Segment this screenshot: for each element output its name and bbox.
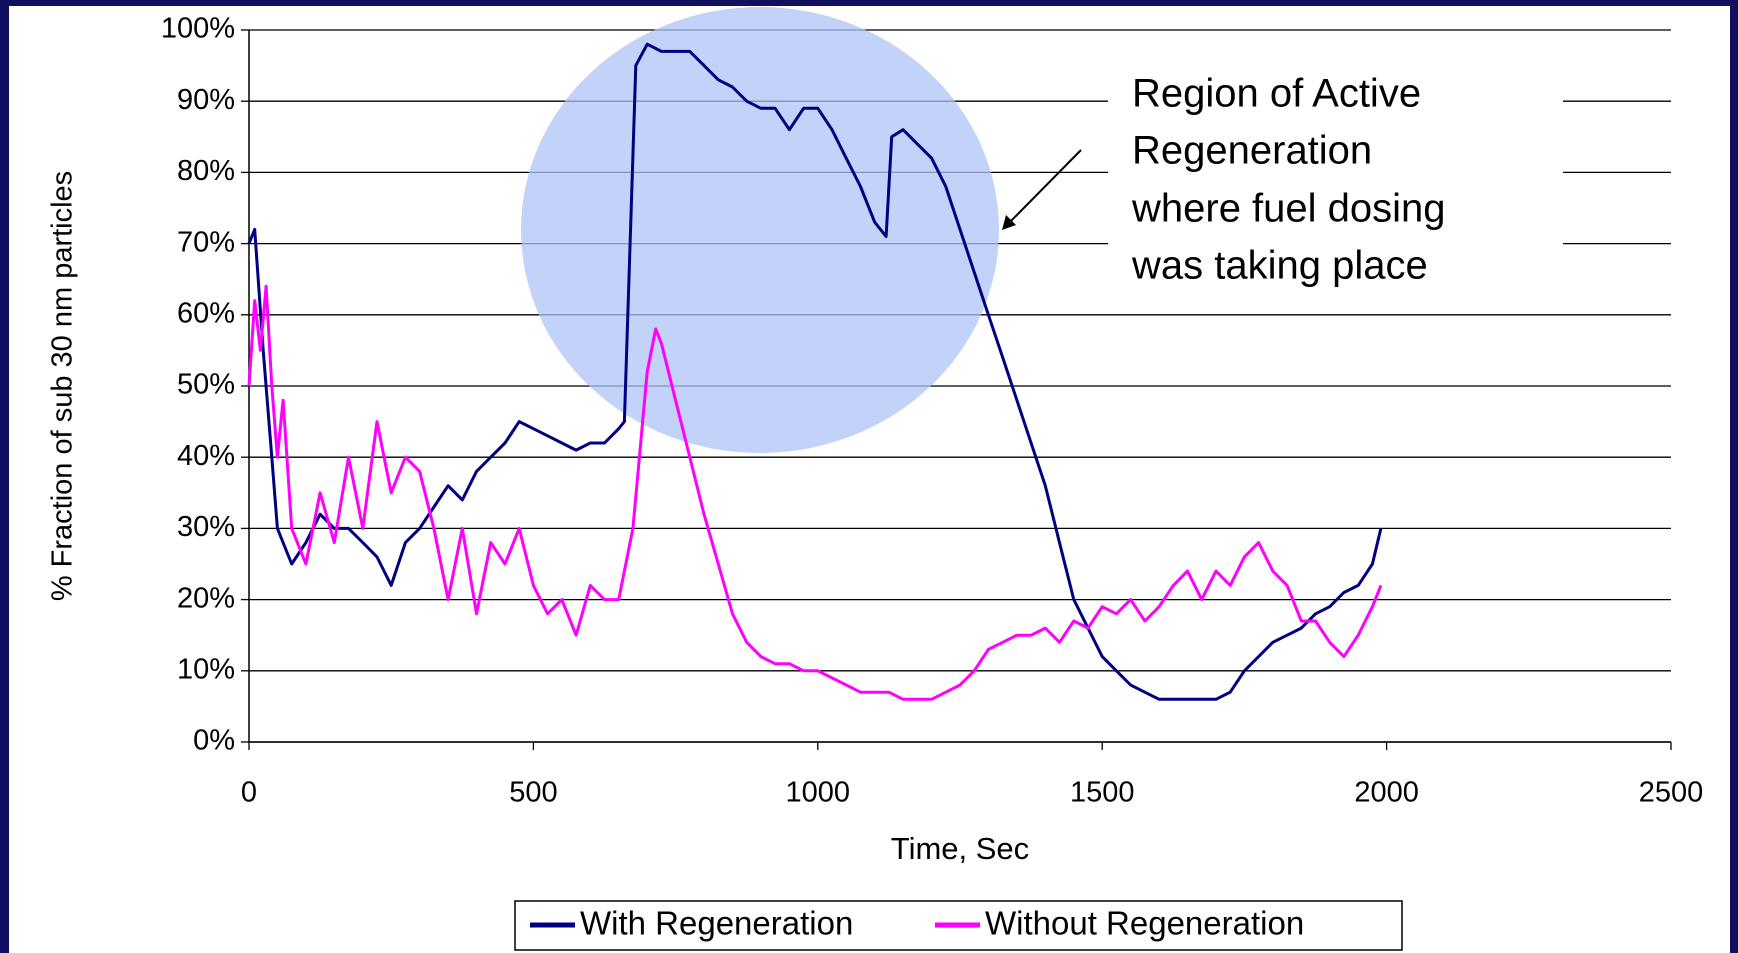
y-tick-label: 10%: [177, 653, 235, 685]
y-tick-label: 50%: [177, 369, 235, 401]
y-tick-label: 20%: [177, 582, 235, 614]
annotation-arrow: [1007, 149, 1082, 225]
y-tick-label: 40%: [177, 440, 235, 472]
y-tick-label: 70%: [177, 226, 235, 258]
y-tick-label: 80%: [177, 155, 235, 187]
legend-label: With Regeneration: [580, 905, 853, 942]
x-axis-label: Time, Sec: [891, 831, 1029, 866]
x-tick-label: 1000: [786, 777, 851, 809]
y-tick-label: 60%: [177, 297, 235, 329]
x-tick-label: 0: [241, 777, 257, 809]
y-tick-label: 30%: [177, 511, 235, 543]
annotation: where fuel dosing: [1131, 187, 1446, 231]
x-tick-label: 2000: [1354, 777, 1419, 809]
x-tick-label: 1500: [1070, 777, 1135, 809]
y-tick-label: 100%: [161, 13, 235, 45]
highlight-region: [521, 7, 999, 453]
x-tick-label: 500: [509, 777, 557, 809]
arrow-head: [1002, 215, 1016, 230]
series-line: [247, 42, 1383, 701]
legend-label: Without Regeneration: [985, 905, 1304, 942]
annotation: Regeneration: [1132, 129, 1372, 173]
y-tick-label: 0%: [193, 725, 235, 757]
series-line: [247, 284, 1383, 701]
annotation: was taking place: [1131, 244, 1428, 288]
y-tick-label: 90%: [177, 84, 235, 116]
annotation-box: [1108, 72, 1563, 294]
x-tick-label: 2500: [1639, 777, 1704, 809]
y-axis-label: % Fraction of sub 30 nm particles: [47, 171, 79, 601]
annotation: Region of Active: [1132, 72, 1421, 116]
